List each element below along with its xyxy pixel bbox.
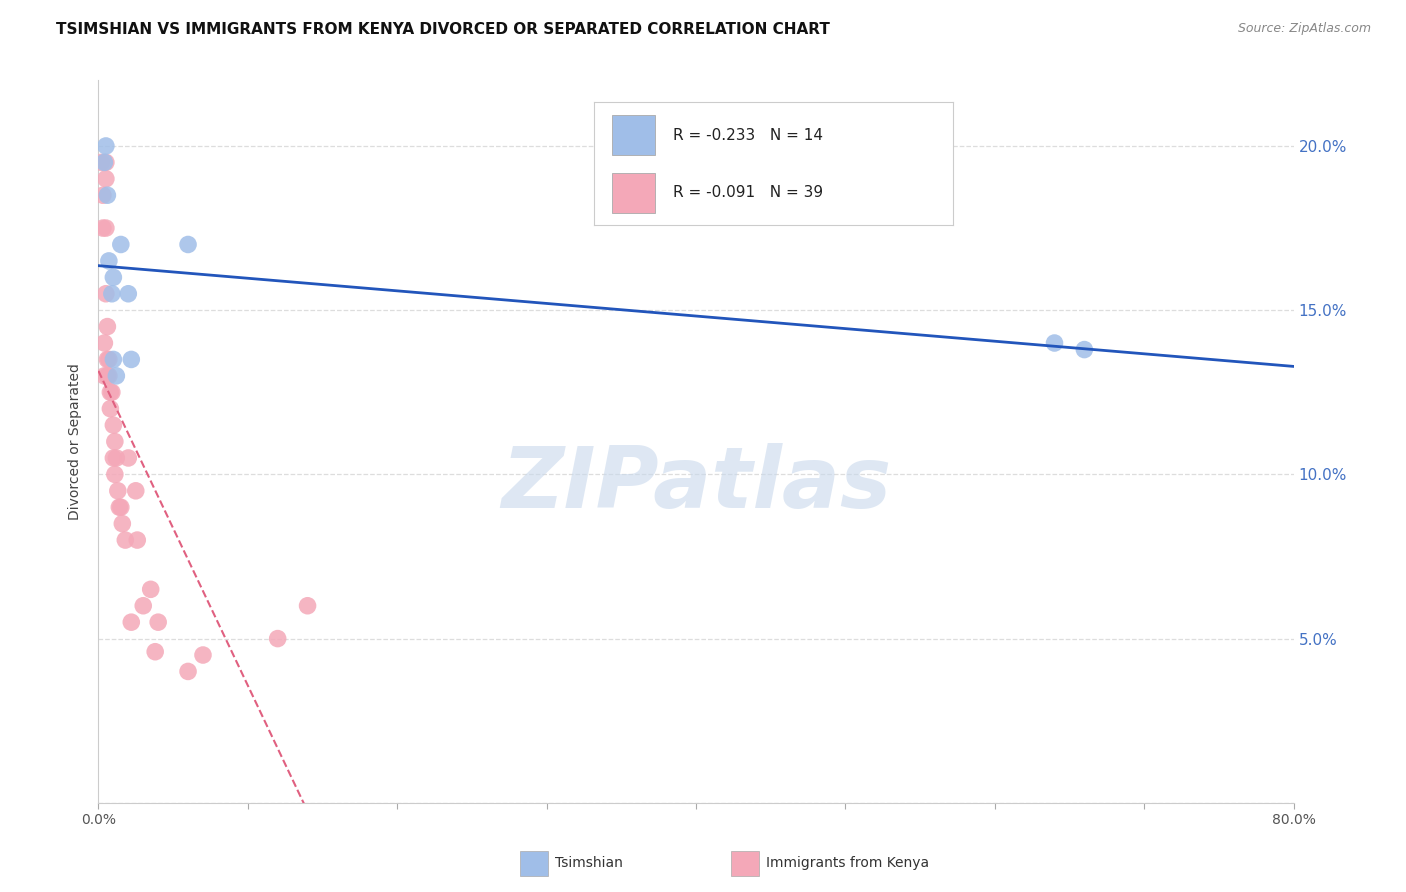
Point [101, 286, 124, 301]
Point [120, 352, 142, 367]
Point [110, 237, 132, 252]
Point [97, 253, 120, 268]
Point [117, 286, 139, 301]
Point [114, 533, 136, 547]
Point [94, 171, 117, 186]
Point [101, 385, 124, 400]
Point [267, 632, 290, 646]
Point [105, 368, 128, 383]
Point [107, 483, 129, 498]
Point [177, 665, 200, 679]
Point [108, 500, 131, 515]
Point [93, 368, 115, 383]
Point [90, 155, 112, 169]
Point [132, 599, 155, 613]
Point [97, 352, 120, 367]
Point [93, 336, 115, 351]
Point [110, 500, 132, 515]
Text: Immigrants from Kenya: Immigrants from Kenya [766, 856, 929, 871]
Text: TSIMSHIAN VS IMMIGRANTS FROM KENYA DIVORCED OR SEPARATED CORRELATION CHART: TSIMSHIAN VS IMMIGRANTS FROM KENYA DIVOR… [56, 22, 830, 37]
Point [96, 319, 118, 334]
Point [148, 615, 170, 630]
Point [105, 450, 128, 465]
Y-axis label: Divorced or Separated: Divorced or Separated [69, 363, 83, 520]
Point [96, 352, 118, 367]
Text: Source: ZipAtlas.com: Source: ZipAtlas.com [1237, 22, 1371, 36]
Point [103, 270, 125, 285]
Point [103, 450, 125, 465]
Point [98, 401, 122, 416]
Point [96, 368, 118, 383]
Text: ZIPatlas: ZIPatlas [501, 443, 891, 526]
Point [103, 418, 125, 433]
Point [120, 615, 142, 630]
Point [104, 434, 127, 449]
Point [117, 450, 139, 465]
Point [103, 352, 125, 367]
Point [97, 368, 120, 383]
Point [143, 645, 166, 659]
Point [94, 139, 117, 153]
Point [98, 385, 122, 400]
Point [1073, 343, 1095, 357]
Point [139, 582, 162, 597]
Point [94, 286, 117, 301]
Point [104, 467, 127, 482]
Point [297, 599, 319, 613]
Point [111, 516, 134, 531]
Point [125, 483, 148, 498]
Point [191, 648, 214, 662]
Point [127, 533, 149, 547]
Text: Tsimshian: Tsimshian [555, 856, 623, 871]
Point [96, 188, 118, 202]
Point [91, 188, 114, 202]
Point [93, 155, 115, 169]
Point [94, 221, 117, 235]
Point [1043, 336, 1066, 351]
Point [91, 221, 114, 235]
Point [177, 237, 200, 252]
Point [94, 155, 117, 169]
